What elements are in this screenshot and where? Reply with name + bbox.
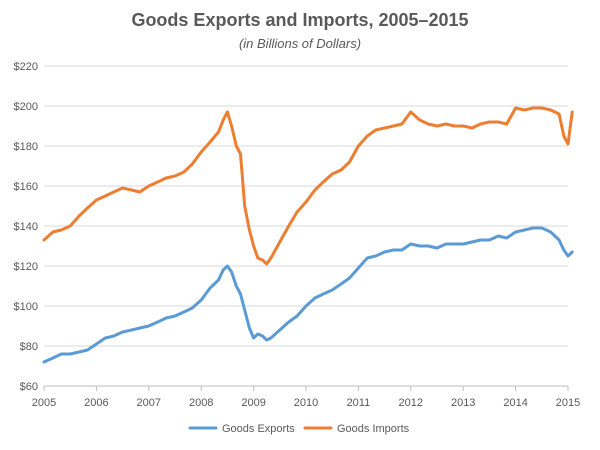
series-line-exports [42,226,574,364]
y-axis: $60 $80 $100 $120 $140 $160 $180 $200 $220 [14,61,38,393]
legend-label: Goods Exports [222,423,295,435]
chart-title: Goods Exports and Imports, 2005–2015 [131,10,469,30]
x-tick-label: 2008 [189,397,213,409]
series-line-imports [42,106,574,266]
y-tick-label: $160 [14,181,38,193]
x-tick-label: 2006 [84,397,108,409]
x-tick-label: 2012 [399,397,423,409]
chart-subtitle: (in Billions of Dollars) [238,36,362,51]
y-tick-label: $200 [14,101,38,113]
x-tick-label: 2010 [294,397,318,409]
y-tick-label: $220 [14,61,38,73]
gridlines [44,65,568,347]
x-axis: 2005 2006 2007 2008 2009 2010 2011 2012 2013 2014… [32,385,580,409]
legend: Goods Exports Goods Imports [188,423,410,435]
x-tick-label: 2013 [451,397,475,409]
x-tick-label: 2011 [347,397,371,409]
y-tick-label: $100 [14,301,38,313]
x-tick-label: 2007 [137,397,161,409]
y-tick-label: $80 [20,341,38,353]
x-tick-label: 2009 [241,397,265,409]
legend-label: Goods Imports [337,423,410,435]
y-tick-label: $60 [20,381,38,393]
series-lines [42,106,574,364]
y-tick-label: $120 [14,261,38,273]
x-tick-label: 2005 [32,397,56,409]
x-tick-label: 2015 [556,397,580,409]
y-tick-label: $140 [14,221,38,233]
y-tick-label: $180 [14,141,38,153]
x-tick-label: 2014 [503,397,527,409]
